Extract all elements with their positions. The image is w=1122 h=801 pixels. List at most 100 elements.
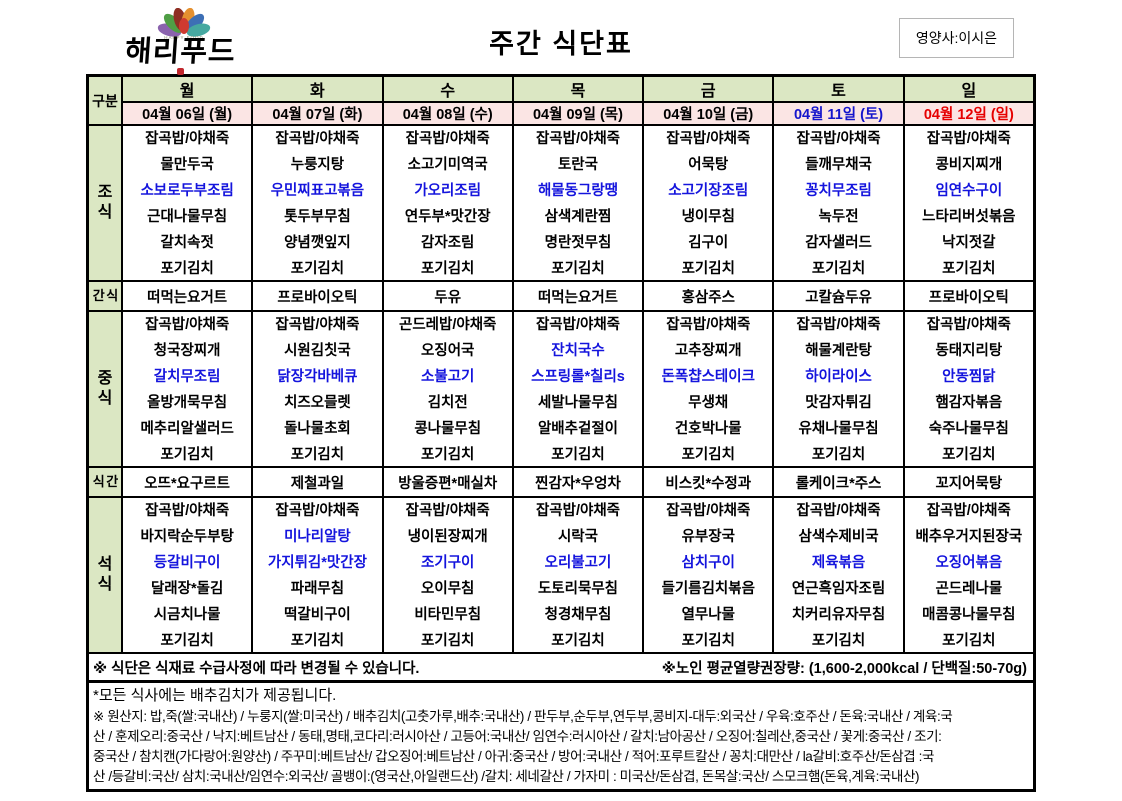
menu-item: 콩나물무침 <box>414 421 482 437</box>
menu-cell: 잡곡밥/야채죽 바지락순두부탕 등갈비구이 달래장*돌김 시금치나물 포기김치 <box>123 498 251 654</box>
menu-item: 맛감자튀김 <box>805 395 872 411</box>
menu-item: 비타민무침 <box>414 607 482 623</box>
menu-item: 들기름김치볶음 <box>661 581 755 597</box>
date-cell: 04월 12일 (일) <box>902 103 1033 124</box>
page-title: 주간 식단표 <box>489 29 633 59</box>
menu-item: 잡곡밥/야채죽 <box>145 503 230 519</box>
footer-line-origin-3: 중국산 / 참치캔(가다랑어:원양산) / 주꾸미:베트남산/ 갑오징어:베트남… <box>93 749 935 764</box>
menu-item: 포기김치 <box>681 447 735 463</box>
menu-cell: 잡곡밥/야채죽 누룽지탕 우민찌표고볶음 톳두부무침 양념깻잎지 포기김치 <box>251 126 381 282</box>
menu-item: 미나리알탕 <box>284 529 351 545</box>
menu-item: 세발나물무침 <box>537 395 618 411</box>
day-name-cell: 토 <box>772 77 903 101</box>
section-label: 중 식 <box>89 312 123 466</box>
menu-item: 토란국 <box>557 157 598 173</box>
menu-item: 치즈오믈렛 <box>284 395 351 411</box>
menu-item: 톳두부무침 <box>284 209 351 225</box>
menu-item: 삼치구이 <box>681 555 735 571</box>
menu-item: 김구이 <box>688 235 729 251</box>
date-cell: 04월 10일 (금) <box>642 103 773 124</box>
menu-item: 잔치국수 <box>551 343 605 359</box>
menu-item: 포기김치 <box>551 261 605 277</box>
menu-item: 치커리유자무침 <box>791 607 886 623</box>
day-name-cell: 금 <box>642 77 773 101</box>
menu-item: 파래무침 <box>290 581 345 597</box>
menu-item: 포기김치 <box>811 447 866 463</box>
section-label: 식 간 <box>89 468 123 496</box>
day-name-cell: 일 <box>902 77 1033 101</box>
menu-item: 물만두국 <box>160 157 214 173</box>
notice-row: ※ 식단은 식재료 수급사정에 따라 변경될 수 있습니다. ※노인 평균열량권… <box>89 652 1033 680</box>
menu-item: 소보로두부조림 <box>140 183 234 199</box>
snack-cell: 찐감자*우엉차 <box>511 468 642 496</box>
notice-right: ※노인 평균열량권장량: (1,600-2,000kcal / 단백질:50-7… <box>661 660 1027 677</box>
menu-cell: 잡곡밥/야채죽 물만두국 소보로두부조림 근대나물무침 갈치속젓 포기김치 <box>123 126 251 282</box>
menu-item: 잡곡밥/야채죽 <box>796 503 881 519</box>
menu-item: 열무나물 <box>681 607 735 623</box>
menu-item: 알배추겉절이 <box>537 421 618 437</box>
menu-item: 조기구이 <box>421 555 475 571</box>
menu-item: 잡곡밥/야채죽 <box>535 131 621 147</box>
menu-item: 오징어볶음 <box>935 555 1003 571</box>
menu-item: 도토리묵무침 <box>537 581 618 597</box>
menu-item: 오리불고기 <box>544 555 612 571</box>
menu-item: 잡곡밥/야채죽 <box>666 131 751 147</box>
menu-cell: 잡곡밥/야채죽 해물계란탕 하이라이스 맛감자튀김 유채나물무침 포기김치 <box>772 312 902 468</box>
menu-item: 감자샐러드 <box>805 235 872 251</box>
menu-item: 청국장찌개 <box>153 343 221 359</box>
menu-item: 닭장각바베큐 <box>277 369 358 385</box>
menu-item: 잡곡밥/야채죽 <box>535 317 621 333</box>
menu-item: 가지튀김*맛간장 <box>267 555 367 571</box>
menu-item: 잡곡밥/야채죽 <box>275 131 360 147</box>
menu-item: 유채나물무침 <box>798 421 879 437</box>
menu-item: 잡곡밥/야채죽 <box>145 131 230 147</box>
menu-item: 꽁치무조림 <box>805 183 872 199</box>
menu-item: 가오리조림 <box>414 183 482 199</box>
menu-cell: 잡곡밥/야채죽 잔치국수 스프링롤*칠리s 세발나물무침 알배추겉절이 포기김치 <box>511 312 642 468</box>
snack-cell: 떠먹는요거트 <box>511 282 642 310</box>
notice-left: ※ 식단은 식재료 수급사정에 따라 변경될 수 있습니다. <box>93 660 420 677</box>
day-name-cell: 화 <box>251 77 382 101</box>
day-date-row: 04월 06일 (월) 04월 07일 (화) 04월 08일 (수) 04월 09일… <box>123 101 1033 124</box>
menu-item: 소고기미역국 <box>407 157 488 173</box>
menu-cell: 잡곡밥/야채죽 토란국 해물동그랑땡 삼색계란찜 명란젓무침 포기김치 <box>511 126 642 282</box>
menu-item: 잡곡밥/야채죽 <box>796 317 881 333</box>
snack-cell: 오뜨*요구르트 <box>144 475 230 492</box>
menu-item: 고추장찌개 <box>674 343 742 359</box>
section-row: 간 식 떠먹는요거트 프로바이오틱 두유 떠먹는요거트 홍삼주스 고칼슘두유 프로바이오틱 <box>89 280 1033 310</box>
menu-item: 포기김치 <box>681 261 735 277</box>
date-cell: 04월 07일 (화) <box>251 103 382 124</box>
menu-item: 냉이무침 <box>681 209 735 225</box>
menu-item: 양념깻잎지 <box>284 235 351 251</box>
top-header: HAPPY FOOD 해리푸드 주간 식단표 영양사:이시은 <box>86 8 1036 75</box>
menu-item: 잡곡밥/야채죽 <box>666 503 751 519</box>
menu-item: 무생채 <box>688 395 729 411</box>
menu-cell: 잡곡밥/야채죽 어묵탕 소고기장조림 냉이무침 김구이 포기김치 <box>642 126 772 282</box>
menu-item: 느타리버섯볶음 <box>922 209 1016 225</box>
menu-cell: 잡곡밥/야채죽 들깨무채국 꽁치무조림 녹두전 감자샐러드 포기김치 <box>772 126 902 282</box>
snack-cell: 프로바이오틱 <box>251 282 381 310</box>
menu-item: 하이라이스 <box>805 369 872 385</box>
menu-item: 제육볶음 <box>811 555 866 571</box>
menu-item: 연두부*맛간장 <box>404 209 491 225</box>
day-name-cell: 월 <box>123 77 252 101</box>
menu-item: 잡곡밥/야채죽 <box>926 131 1011 147</box>
snack-cell: 두유 <box>381 282 512 310</box>
footer-note: *모든 식사에는 배추김치가 제공됩니다. ※ 원산지: 밥,죽(쌀:국내산) … <box>86 683 1036 792</box>
snack-cell: 꼬지어묵탕 <box>902 468 1033 496</box>
footer-line-origin-4: 산 /등갈비:국산/ 삼치:국내산/임연수:외국산/ 골뱅이:(영국산,아일랜드… <box>93 769 920 784</box>
footer-line-origin-1: ※ 원산지: 밥,죽(쌀:국내산) / 누룽지(쌀:미국산) / 배추김치(고춧… <box>93 709 953 724</box>
section-label: 조 식 <box>89 126 123 280</box>
nutritionist-label: 영양사:이시은 <box>915 30 997 46</box>
snack-cell: 프로바이오틱 <box>902 282 1033 310</box>
menu-cell: 잡곡밥/야채죽 동태지리탕 안동찜닭 햄감자볶음 숙주나물무침 포기김치 <box>902 312 1033 468</box>
menu-item: 잡곡밥/야채죽 <box>275 317 360 333</box>
section-label: 석 식 <box>89 498 123 652</box>
logo-stamp <box>176 68 184 75</box>
menu-item: 포기김치 <box>160 447 214 463</box>
menu-item: 바지락순두부탕 <box>140 529 234 545</box>
menu-item: 잡곡밥/야채죽 <box>275 503 360 519</box>
menu-item: 햄감자볶음 <box>935 395 1003 411</box>
